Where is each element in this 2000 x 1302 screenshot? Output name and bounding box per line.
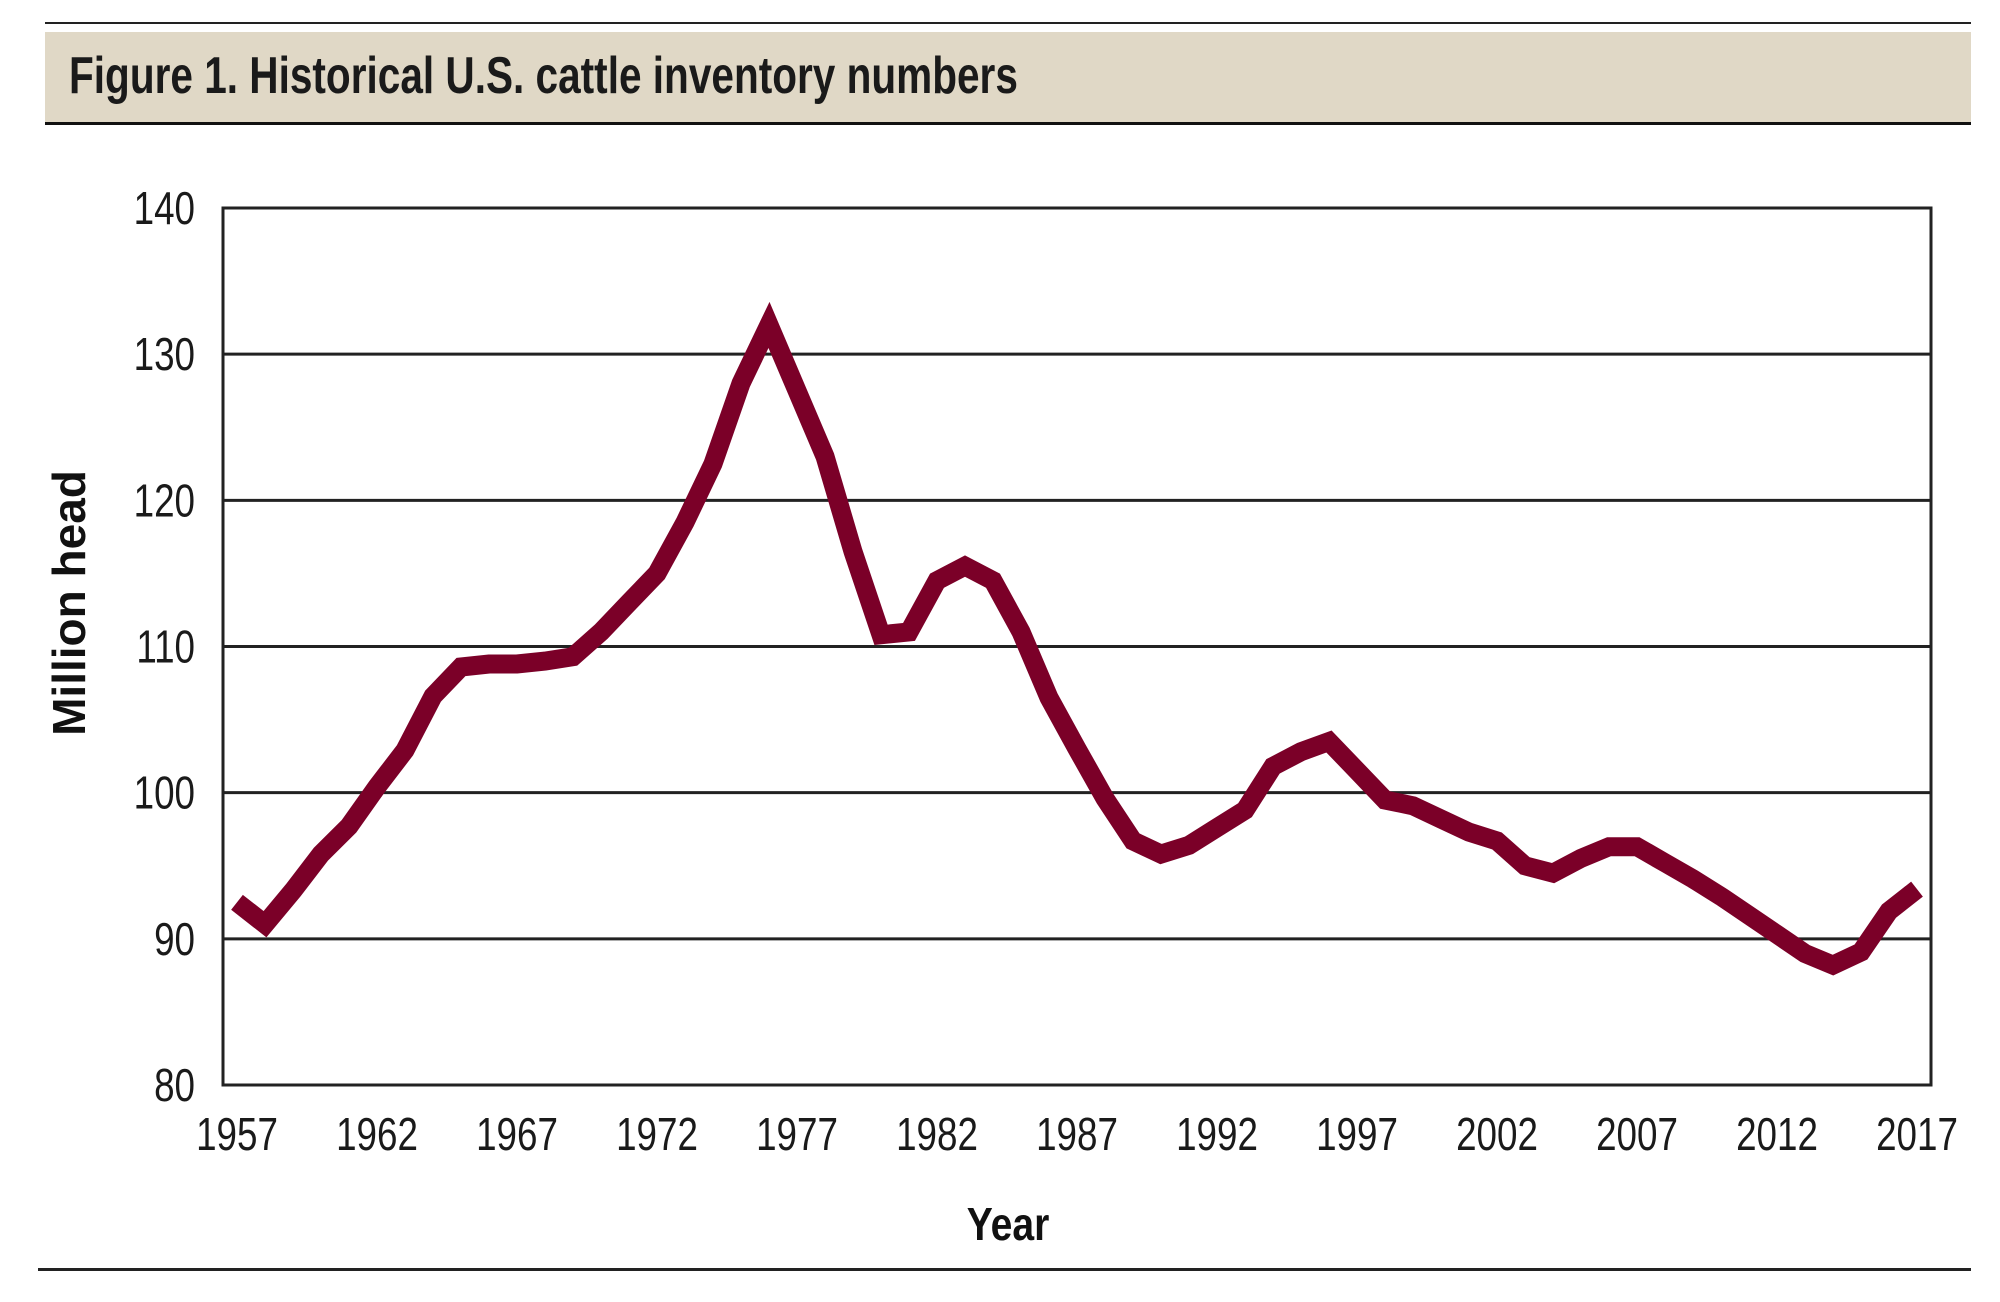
x-tick-label: 2012 — [1736, 1108, 1818, 1160]
series-line-cattle-inventory — [231, 301, 1923, 976]
x-axis-label: Year — [967, 1199, 1050, 1251]
x-tick-label: 1977 — [756, 1108, 838, 1160]
x-tick-label: 2017 — [1876, 1108, 1958, 1160]
x-tick-label: 2002 — [1456, 1108, 1538, 1160]
y-tick-label: 140 — [134, 182, 195, 234]
y-tick-label: 110 — [136, 621, 195, 673]
y-tick-label: 90 — [154, 913, 195, 965]
x-tick-label: 1997 — [1316, 1108, 1398, 1160]
x-tick-label: 1982 — [896, 1108, 978, 1160]
x-tick-label: 1972 — [616, 1108, 698, 1160]
figure-title: Figure 1. Historical U.S. cattle invento… — [69, 47, 1018, 105]
bottom-rule — [38, 1268, 1971, 1271]
x-tick-label: 1992 — [1176, 1108, 1258, 1160]
top-rule — [45, 22, 1971, 24]
title-bar: Figure 1. Historical U.S. cattle invento… — [45, 32, 1971, 125]
y-tick-label: 80 — [154, 1059, 195, 1111]
x-tick-label: 1987 — [1036, 1108, 1118, 1160]
x-tick-label: 1967 — [476, 1108, 558, 1160]
x-tick-label: 1957 — [196, 1108, 278, 1160]
y-tick-label: 120 — [134, 474, 195, 526]
y-tick-label: 100 — [134, 767, 195, 819]
x-tick-label: 1962 — [336, 1108, 418, 1160]
plot-frame — [221, 206, 1933, 1087]
y-tick-label: 130 — [134, 328, 195, 380]
y-axis-label: Million head — [43, 470, 95, 736]
x-tick-label: 2007 — [1596, 1108, 1678, 1160]
